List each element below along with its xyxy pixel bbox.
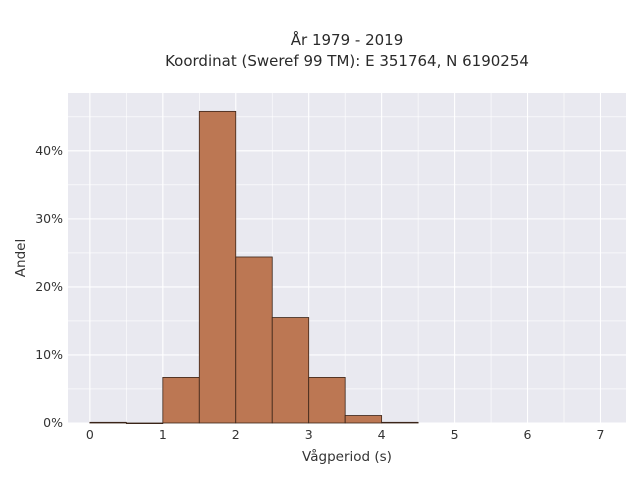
histogram-bar-6 xyxy=(308,377,346,424)
histogram-bar-3 xyxy=(198,110,237,424)
grid-lines xyxy=(68,93,626,424)
histogram-bar-0 xyxy=(89,421,127,424)
histogram-bars xyxy=(89,110,419,425)
x-tick-label: 5 xyxy=(451,427,459,442)
histogram-bar-5 xyxy=(271,317,310,424)
y-tick-label: 0% xyxy=(43,415,63,430)
chart-title-line-2: Koordinat (Sweref 99 TM): E 351764, N 61… xyxy=(165,52,529,70)
x-tick-label: 1 xyxy=(159,427,167,442)
plot-area xyxy=(68,93,626,423)
y-tick-label: 20% xyxy=(35,279,63,294)
y-tick-label: 40% xyxy=(35,143,63,158)
x-axis-label: Vågperiod (s) xyxy=(302,448,392,465)
x-tick-label: 7 xyxy=(596,427,604,442)
histogram-bar-4 xyxy=(235,256,273,424)
x-tick-label: 0 xyxy=(86,427,94,442)
histogram-bar-7 xyxy=(344,415,383,424)
x-tick-label: 6 xyxy=(524,427,532,442)
x-tick-label: 3 xyxy=(305,427,313,442)
x-axis-ticks: 0 1 2 3 4 5 6 7 xyxy=(86,427,605,442)
y-tick-label: 30% xyxy=(35,211,63,226)
chart-title-line-1: År 1979 - 2019 xyxy=(291,30,404,49)
histogram-bar-8 xyxy=(381,421,419,424)
y-tick-label: 10% xyxy=(35,347,63,362)
y-axis-label: Andel xyxy=(13,239,29,277)
histogram-bar-1 xyxy=(125,422,164,425)
histogram-bar-2 xyxy=(162,377,200,424)
x-tick-label: 4 xyxy=(378,427,386,442)
x-tick-label: 2 xyxy=(232,427,240,442)
y-axis-ticks: 0% 10% 20% 30% 40% xyxy=(35,143,63,430)
